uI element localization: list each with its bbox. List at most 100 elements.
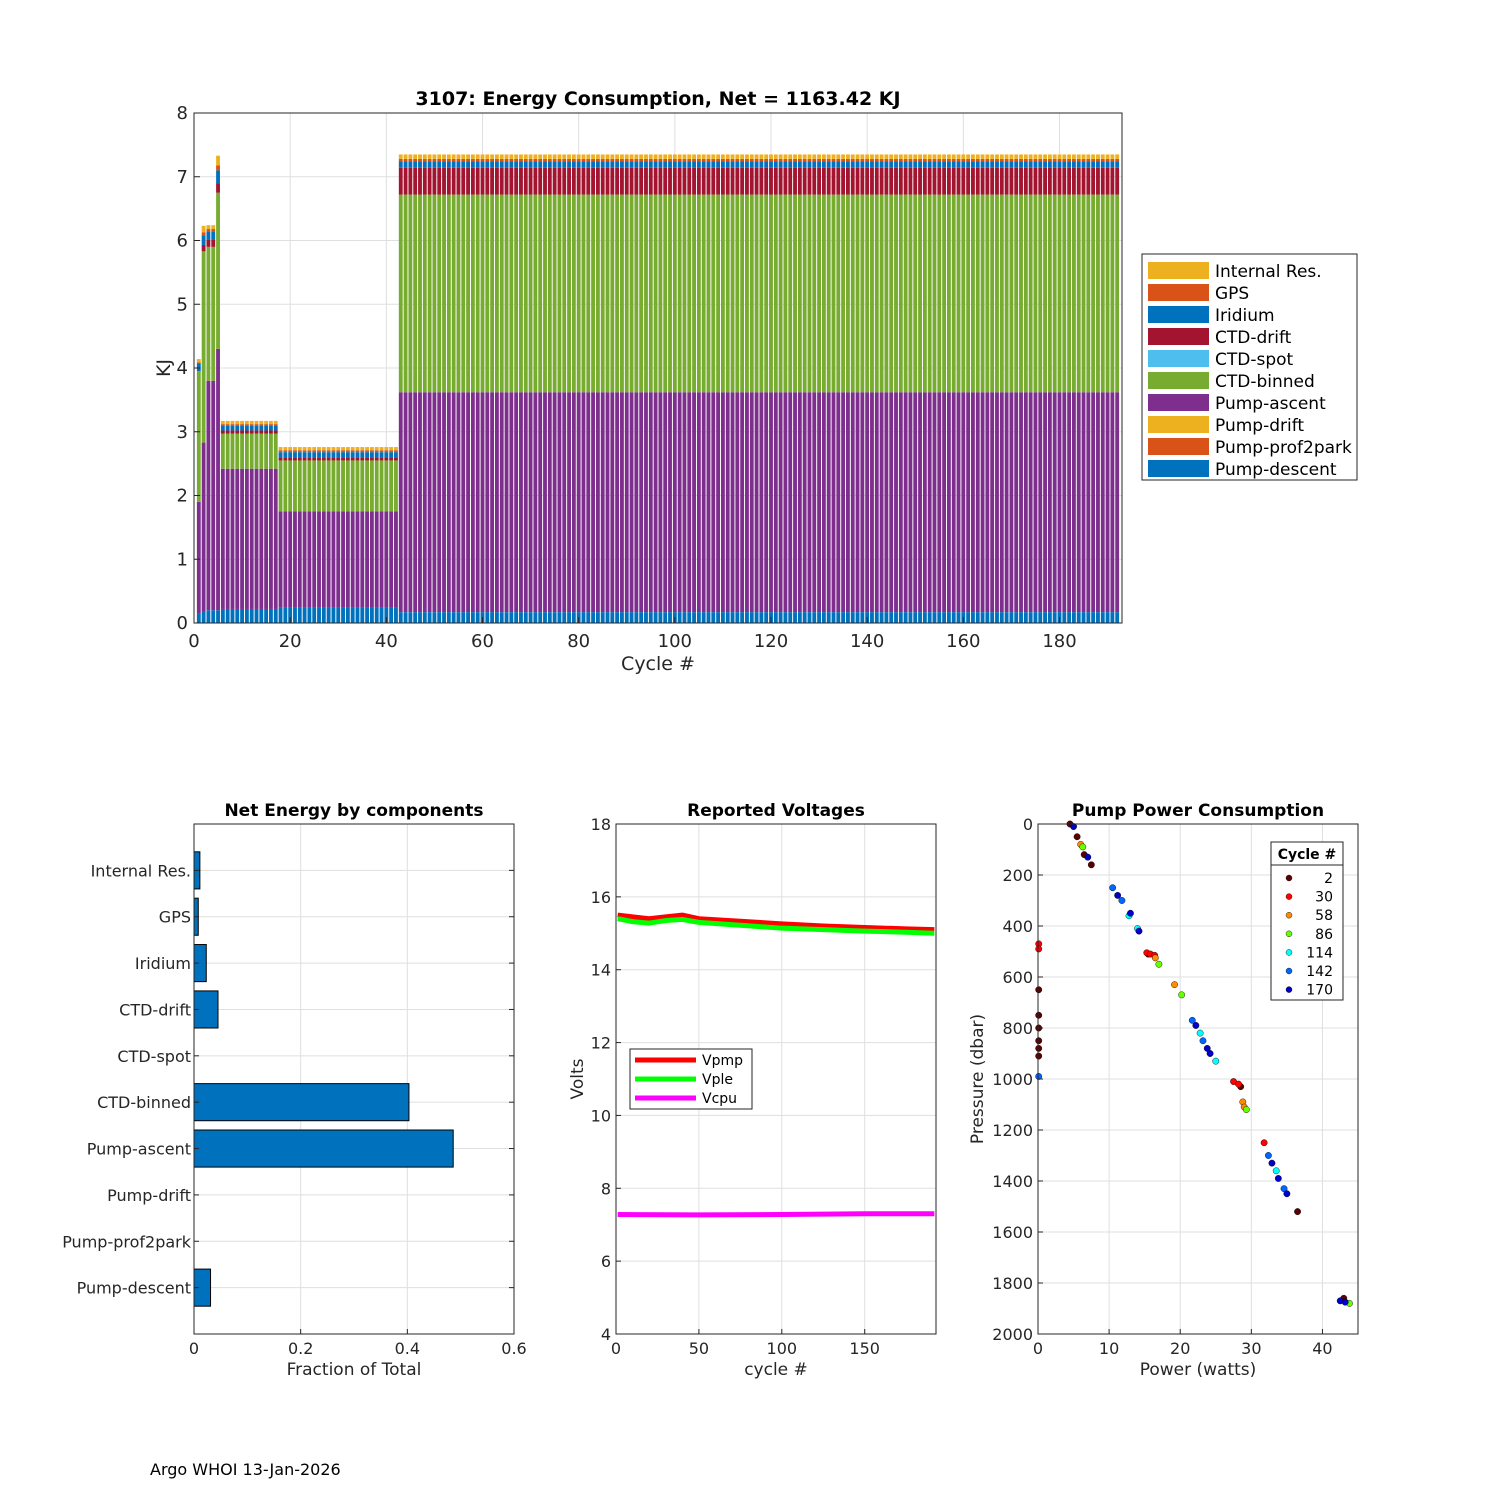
bar-segment-gps (317, 450, 321, 453)
bar-segment-descent (384, 607, 389, 623)
bar-segment-descent (668, 612, 672, 623)
bar-segment-ascent (1009, 392, 1014, 613)
bar-segment-internal (244, 420, 249, 425)
bar-segment-iridium (581, 161, 586, 168)
bar-segment-gps (543, 158, 547, 162)
legend: Vpmp Vple Vcpu (629, 1048, 753, 1110)
bar-segment-gps (321, 450, 326, 453)
bar-segment-iridium (293, 452, 297, 458)
bar-segment-descent (297, 607, 302, 623)
bar-segment-drift (836, 167, 841, 195)
bar-segment-iridium (398, 161, 403, 168)
bar-segment-iridium (470, 161, 475, 168)
bar-segment-binned (273, 433, 278, 469)
bar-segment-internal (759, 154, 764, 159)
bar-segment-descent (1038, 612, 1043, 623)
bar-segment-drift (711, 167, 716, 195)
bar-segment-binned (735, 194, 740, 393)
bar-segment-ascent (389, 511, 394, 608)
bar-segment-gps (889, 158, 894, 162)
bar-segment-ascent (365, 511, 370, 608)
bar-segment-iridium (620, 161, 624, 168)
bar-segment-binned (682, 194, 687, 393)
bar-segment-iridium (995, 161, 999, 168)
scatter-point-cycle-86 (1155, 960, 1163, 968)
bar-segment-descent (788, 612, 793, 623)
category-label: CTD-drift (119, 1000, 191, 1019)
bar-segment-binned (514, 194, 519, 393)
bar-segment-ascent (1110, 392, 1115, 613)
bar-segment-binned (480, 194, 485, 393)
legend-label: Iridium (1215, 306, 1275, 326)
x-tick-label: 0 (1033, 1339, 1043, 1358)
bar-segment-binned (668, 194, 672, 393)
bar-segment-ascent (398, 392, 403, 613)
bar-segment-internal (701, 154, 706, 159)
scatter-point-cycle-2 (1035, 1045, 1043, 1052)
bar-segment-iridium (999, 161, 1004, 168)
bar-segment-drift (297, 457, 302, 461)
bar-segment-gps (220, 424, 225, 427)
bar-segment-binned (648, 194, 653, 393)
bar-segment-gps (692, 158, 696, 162)
scatter-point-cycle-142 (1118, 897, 1126, 904)
bar-segment-ascent (283, 511, 288, 608)
bar-segment-descent (764, 612, 769, 623)
bar-segment-ascent (937, 392, 942, 613)
bar-segment-ascent (591, 392, 596, 613)
bar-segment-ascent (403, 392, 408, 613)
bar-segment-ascent (571, 392, 576, 613)
bar-segment-descent (951, 612, 956, 623)
bar-segment-binned (836, 194, 841, 393)
bar-segment-iridium (855, 161, 860, 168)
bar-segment-binned (196, 371, 201, 502)
bar-segment-internal (894, 154, 898, 159)
bar-segment-internal (269, 420, 273, 425)
bar-segment-internal (1047, 154, 1052, 159)
bar-segment-descent (898, 612, 903, 623)
bar-segment-iridium (427, 161, 432, 168)
bar-segment-ascent (408, 392, 413, 613)
bar-segment-descent (793, 612, 797, 623)
bar-segment-internal (206, 225, 211, 230)
bar-segment-internal (235, 420, 240, 425)
bar-segment-gps (807, 158, 812, 162)
bar-segment-binned (1100, 194, 1105, 393)
bar-segment-internal (264, 420, 269, 425)
bar-segment-internal (855, 154, 860, 159)
bar-segment-iridium (802, 161, 807, 168)
bar-segment-binned (1062, 194, 1067, 393)
bar-segment-descent (499, 612, 504, 623)
bar-segment-iridium (480, 161, 485, 168)
bar-segment-iridium (956, 161, 961, 168)
bar-segment-internal (369, 447, 374, 451)
bar-segment-descent (1115, 612, 1120, 623)
bar-segment-gps (1071, 158, 1076, 162)
legend-label: Vcpu (702, 1091, 737, 1107)
bar-segment-drift (720, 167, 725, 195)
bar-segment-binned (903, 194, 908, 393)
bar-segment-binned (1028, 194, 1033, 393)
bar-segment-internal (470, 154, 475, 159)
bar-segment-binned (341, 460, 345, 512)
series-line-vple (617, 916, 935, 936)
bar-segment-binned (244, 433, 249, 469)
bar-segment-ascent (422, 392, 427, 613)
bar-segment-gps (1067, 158, 1072, 162)
bar-segment-internal (812, 154, 817, 159)
bar-segment-internal (971, 154, 975, 159)
bar-segment-internal (317, 447, 321, 451)
bar-segment-drift (235, 430, 240, 434)
bar-segment-drift (547, 167, 552, 195)
bar-segment-descent (1052, 612, 1057, 623)
bar-segment-gps (1038, 158, 1043, 162)
bar-segment-ascent (961, 392, 966, 613)
bar-segment-iridium (937, 161, 942, 168)
bar-segment-binned (538, 194, 543, 393)
bar-segment-internal (273, 420, 278, 425)
bar-segment-iridium (269, 426, 273, 431)
bar-segment-descent (201, 611, 206, 623)
bar-segment-gps (586, 158, 591, 162)
bar-segment-ascent (307, 511, 312, 608)
bar-segment-descent (937, 612, 942, 623)
